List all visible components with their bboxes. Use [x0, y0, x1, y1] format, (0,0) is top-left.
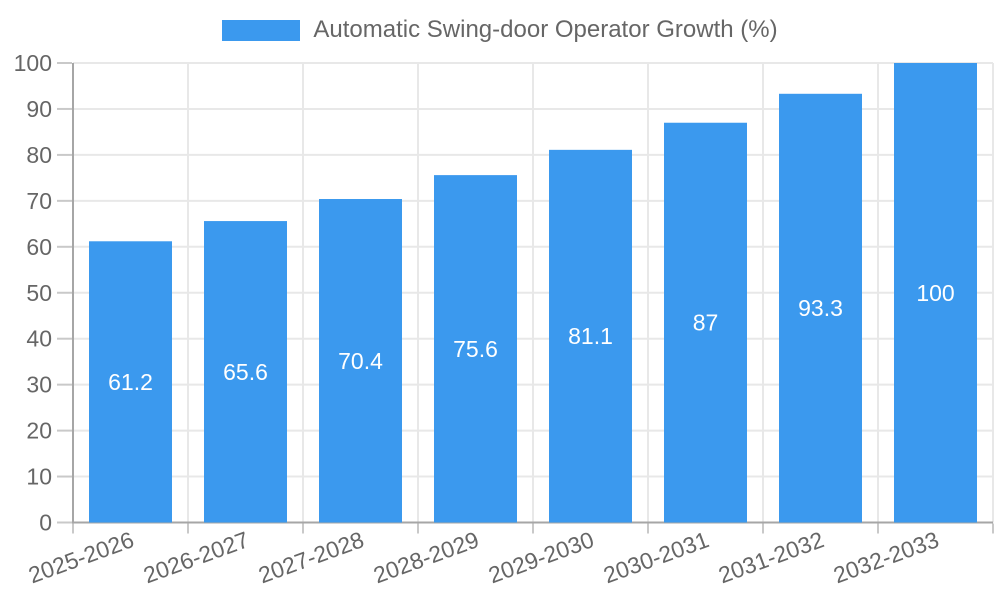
y-axis-tick-label: 30 — [26, 372, 52, 398]
y-axis-tick-label: 10 — [26, 464, 52, 490]
bar — [434, 175, 517, 523]
bar-value-label: 87 — [693, 310, 719, 336]
y-axis-tick-label: 80 — [26, 142, 52, 168]
y-axis-tick-label: 70 — [26, 188, 52, 214]
bar — [549, 149, 632, 523]
bar-value-label: 75.6 — [453, 336, 498, 362]
y-axis-tick-label: 90 — [26, 96, 52, 122]
y-axis-tick-label: 60 — [26, 234, 52, 260]
x-axis-tick-label: 2026-2027 — [140, 526, 252, 588]
y-axis-tick-label: 100 — [14, 50, 52, 76]
bar-value-label: 65.6 — [223, 359, 268, 385]
x-axis-tick-label: 2030-2031 — [600, 526, 712, 588]
bar-value-label: 81.1 — [568, 323, 613, 349]
x-axis-tick-label: 2029-2030 — [485, 526, 597, 588]
bar-value-label: 61.2 — [108, 369, 153, 395]
bar — [89, 241, 172, 523]
legend-swatch-icon — [222, 19, 301, 41]
x-axis-tick-label: 2027-2028 — [255, 526, 367, 588]
y-axis-tick-label: 40 — [26, 326, 52, 352]
bar-value-label: 70.4 — [338, 348, 383, 374]
x-axis-tick-label: 2032-2033 — [830, 526, 942, 588]
bar — [319, 199, 402, 523]
y-axis-tick-label: 50 — [26, 280, 52, 306]
x-axis-tick-label: 2025-2026 — [25, 526, 137, 588]
bar-value-label: 100 — [916, 280, 954, 306]
bar — [664, 122, 747, 523]
x-axis-tick-label: 2028-2029 — [370, 526, 482, 588]
chart-legend-item[interactable]: Automatic Swing-door Operator Growth (%) — [0, 17, 1000, 43]
bar — [204, 221, 287, 523]
y-axis-tick-label: 0 — [39, 510, 52, 536]
bar — [894, 63, 977, 523]
y-axis-tick-label: 20 — [26, 418, 52, 444]
x-axis-tick-label: 2031-2032 — [715, 526, 827, 588]
bar — [779, 93, 862, 523]
legend-label: Automatic Swing-door Operator Growth (%) — [313, 16, 778, 43]
bar-value-label: 93.3 — [798, 295, 843, 321]
